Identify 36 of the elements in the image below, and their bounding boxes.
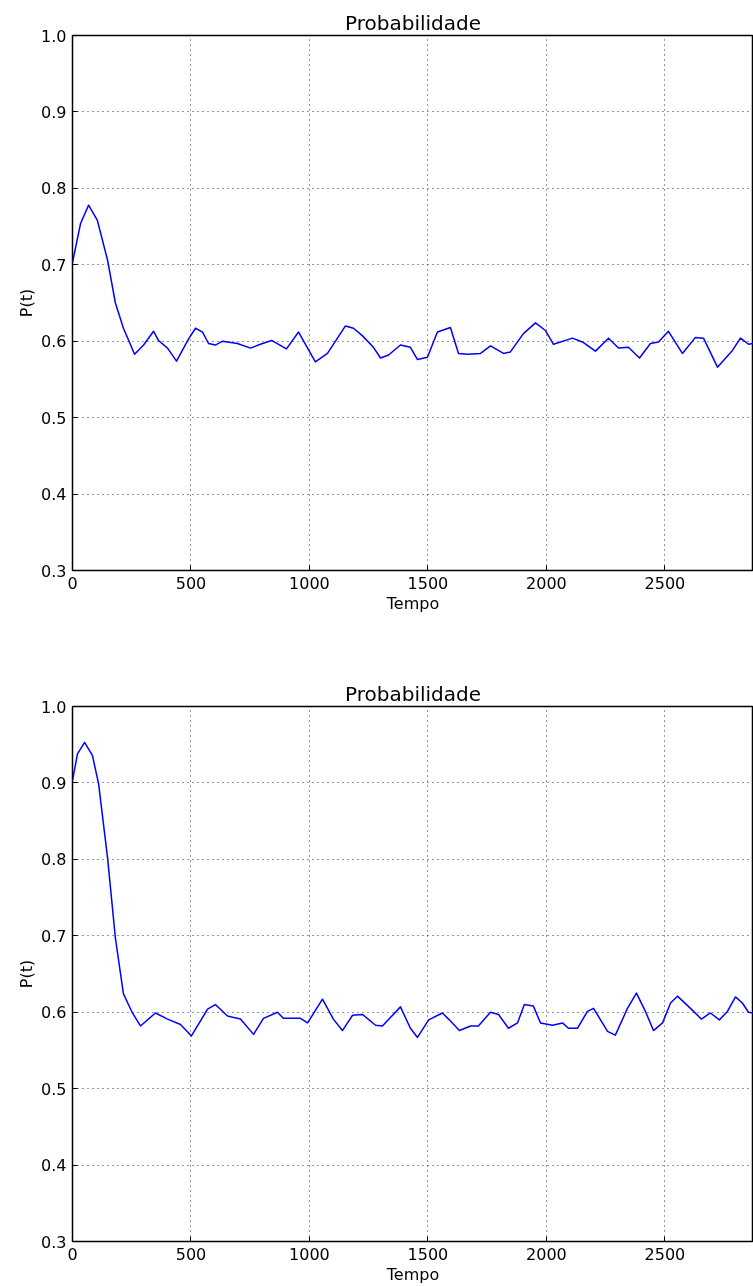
- y-tick-label: 0.6: [41, 332, 67, 352]
- y-tick-label: 0.5: [41, 1079, 67, 1099]
- y-tick-label: 0.3: [41, 561, 67, 581]
- x-tick-label: 0: [67, 1244, 78, 1264]
- x-tick-label: 0: [67, 573, 78, 593]
- y-tick-label: 0.4: [41, 485, 67, 505]
- x-tick-label: 1000: [289, 573, 330, 593]
- y-tick-label: 0.8: [41, 179, 67, 199]
- x-tick-label: 1000: [289, 1244, 330, 1264]
- y-tick-label: 1.0: [41, 26, 67, 46]
- y-axis-title: P(t): [17, 959, 37, 989]
- y-tick-label: 0.9: [41, 102, 67, 122]
- x-axis-title: Tempo: [385, 1264, 440, 1284]
- y-tick-label: 0.9: [41, 773, 67, 793]
- chart-title: Probabilidade: [345, 681, 481, 706]
- y-tick-label: 0.8: [41, 850, 67, 870]
- x-tick-label: 2000: [526, 573, 567, 593]
- chart-title: Probabilidade: [345, 10, 481, 35]
- x-tick-label: 500: [175, 1244, 207, 1264]
- y-tick-label: 0.3: [41, 1232, 67, 1252]
- x-tick-label: 2000: [526, 1244, 567, 1264]
- y-tick-label: 0.7: [41, 255, 67, 275]
- y-tick-label: 0.4: [41, 1156, 67, 1176]
- y-tick-label: 0.5: [41, 408, 67, 428]
- line-series: [72, 741, 753, 1039]
- line-series: [72, 204, 753, 368]
- x-tick-label: 1500: [407, 573, 449, 593]
- y-tick-label: 1.0: [41, 697, 67, 717]
- x-tick-label: 1500: [407, 1244, 449, 1264]
- y-tick-label: 0.6: [41, 1003, 67, 1023]
- x-tick-label: 2500: [644, 1244, 686, 1264]
- x-tick-label: 2500: [644, 573, 686, 593]
- y-axis-title: P(t): [17, 288, 37, 318]
- y-tick-label: 0.7: [41, 926, 67, 946]
- x-tick-label: 500: [175, 573, 207, 593]
- x-axis-title: Tempo: [385, 593, 440, 613]
